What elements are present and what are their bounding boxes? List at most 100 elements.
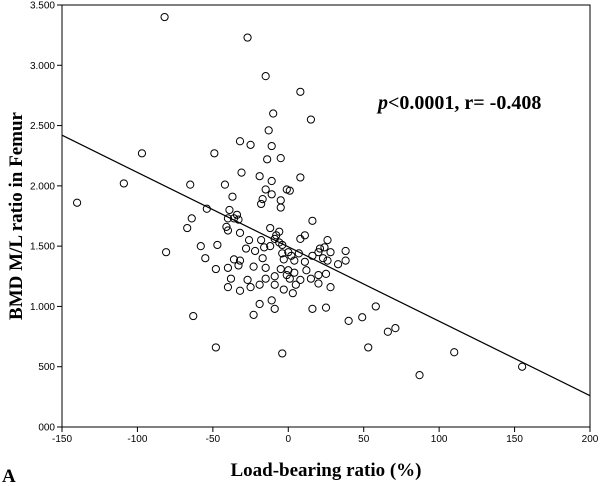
data-point (306, 274, 316, 283)
data-point (341, 246, 350, 256)
data-point (211, 343, 220, 352)
data-point (201, 254, 210, 263)
data-point (255, 172, 264, 181)
data-point (161, 248, 171, 257)
y-tick-label: 3.000 (30, 61, 55, 72)
data-point (186, 180, 195, 189)
data-point (196, 242, 205, 251)
data-point (341, 256, 350, 265)
data-point (296, 275, 305, 285)
data-point (383, 327, 392, 336)
data-point (246, 283, 255, 292)
data-point (276, 196, 285, 205)
data-point (72, 198, 82, 207)
data-point (223, 283, 233, 292)
data-point (285, 186, 294, 195)
data-point (296, 173, 305, 182)
data-point (270, 304, 279, 313)
x-tick-label: 200 (582, 434, 599, 445)
data-point (263, 155, 272, 164)
y-tick-label: 1.500 (30, 242, 55, 253)
annotation-text: p<0.0001, r= -0.408 (376, 92, 541, 114)
data-point (234, 261, 243, 270)
data-point (314, 270, 323, 280)
data-point (235, 286, 245, 295)
data-point (269, 109, 278, 118)
data-point (202, 204, 211, 213)
x-tick-label: 50 (358, 434, 370, 445)
data-point (294, 249, 303, 258)
data-point (213, 240, 222, 250)
data-point (241, 244, 251, 253)
data-point (276, 203, 285, 212)
data-point (323, 256, 332, 265)
data-point (250, 246, 260, 256)
data-point (344, 316, 353, 325)
data-point (257, 236, 266, 245)
y-tick-label: 2.000 (30, 181, 55, 192)
data-point (235, 256, 245, 265)
data-point (267, 296, 276, 305)
data-point (267, 176, 276, 186)
data-point (270, 272, 279, 281)
data-point (264, 126, 273, 135)
data-point (314, 248, 323, 257)
data-point (119, 179, 128, 188)
data-point (210, 149, 219, 158)
data-point (308, 216, 317, 225)
data-point (258, 195, 267, 204)
data-point (223, 226, 233, 235)
data-point (391, 324, 400, 333)
data-point (228, 192, 237, 201)
data-point (270, 280, 279, 289)
data-point (320, 243, 329, 252)
data-point (371, 302, 380, 311)
data-point (302, 266, 311, 275)
data-point (223, 263, 233, 272)
data-point (249, 310, 258, 319)
data-point (234, 215, 243, 224)
x-tick-label: 150 (506, 434, 523, 445)
data-point (222, 222, 231, 231)
data-point (296, 87, 305, 96)
data-point (276, 154, 285, 163)
data-point (226, 274, 236, 283)
data-point (318, 254, 328, 263)
data-point (260, 243, 269, 252)
data-point (211, 264, 220, 274)
y-tick-label: 500 (38, 362, 55, 373)
data-point (518, 362, 527, 371)
data-point (261, 72, 270, 81)
y-tick-label: 3.500 (30, 1, 55, 12)
data-point (323, 236, 332, 245)
data-point (220, 180, 230, 189)
x-tick-label: -50 (206, 434, 221, 445)
data-point (257, 199, 266, 209)
data-point (223, 214, 233, 223)
data-point (364, 343, 373, 352)
data-point (450, 348, 459, 357)
data-point (183, 223, 192, 233)
data-point (308, 251, 317, 260)
data-point (290, 268, 299, 277)
data-point (137, 149, 147, 158)
data-point (261, 185, 270, 194)
data-point (246, 140, 255, 149)
y-tick-label: 1.000 (30, 302, 55, 313)
y-tick-label: 2.500 (30, 121, 55, 132)
data-point (315, 244, 325, 253)
annotation-p-value: <0.0001, r= -0.408 (388, 92, 541, 114)
data-point (314, 279, 323, 288)
data-point (232, 210, 242, 219)
data-point (300, 257, 309, 266)
data-point (235, 228, 245, 237)
data-point (266, 242, 275, 251)
data-point (326, 248, 335, 257)
data-point (308, 304, 317, 313)
data-point (249, 262, 258, 271)
data-point (261, 263, 270, 272)
data-point (306, 115, 316, 124)
data-point (160, 12, 169, 22)
y-tick-label: 000 (38, 423, 55, 434)
x-tick-label: 0 (286, 434, 292, 445)
